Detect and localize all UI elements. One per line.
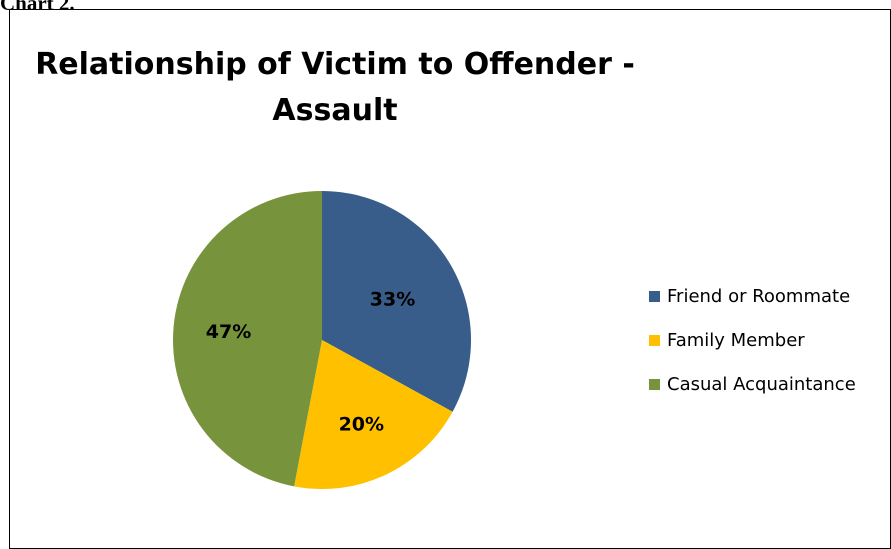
legend-item-casual-acquaintance: Casual Acquaintance — [649, 373, 856, 395]
chart-title-line-2: Assault — [272, 93, 398, 128]
pie-slice-family-member — [294, 340, 453, 490]
legend-item-family-member: Family Member — [649, 329, 856, 351]
legend-label: Family Member — [667, 329, 805, 351]
chart-title: Relationship of Victim to Offender - Ass… — [10, 42, 660, 134]
legend-swatch — [649, 290, 660, 302]
legend-label: Friend or Roommate — [667, 285, 851, 307]
pie-slice-casual-acquaintance — [172, 191, 322, 487]
legend-swatch — [649, 334, 660, 346]
pie-slice-friend-or-roommate — [322, 191, 472, 412]
pie-data-labels: 33% 20% 47% — [206, 288, 415, 435]
legend-item-friend-or-roommate: Friend or Roommate — [649, 285, 856, 307]
legend: Friend or Roommate Family Member Casual … — [649, 285, 856, 417]
pie-data-label: 20% — [339, 414, 384, 436]
legend-swatch — [649, 378, 660, 390]
chart-title-line-1: Relationship of Victim to Offender - — [35, 47, 635, 82]
pie-data-label: 47% — [206, 321, 251, 343]
pie-slices — [172, 191, 472, 490]
legend-label: Casual Acquaintance — [667, 373, 856, 395]
pie-chart: 33% 20% 47% — [172, 191, 472, 490]
pie-data-label: 33% — [370, 288, 415, 310]
chart-frame: Relationship of Victim to Offender - Ass… — [9, 9, 891, 549]
